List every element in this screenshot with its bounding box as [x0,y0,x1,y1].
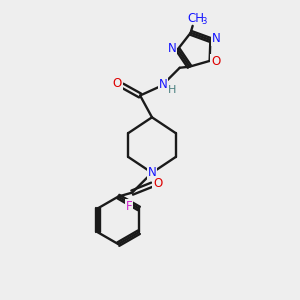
Text: N: N [212,32,221,46]
Text: CH: CH [187,12,204,26]
Text: 3: 3 [201,17,206,26]
Text: O: O [153,177,163,190]
Text: F: F [126,200,132,213]
Text: N: N [148,166,156,179]
Text: H: H [168,85,176,94]
Text: N: N [158,78,167,91]
Text: N: N [167,42,176,55]
Text: O: O [211,56,220,68]
Text: O: O [113,77,122,90]
